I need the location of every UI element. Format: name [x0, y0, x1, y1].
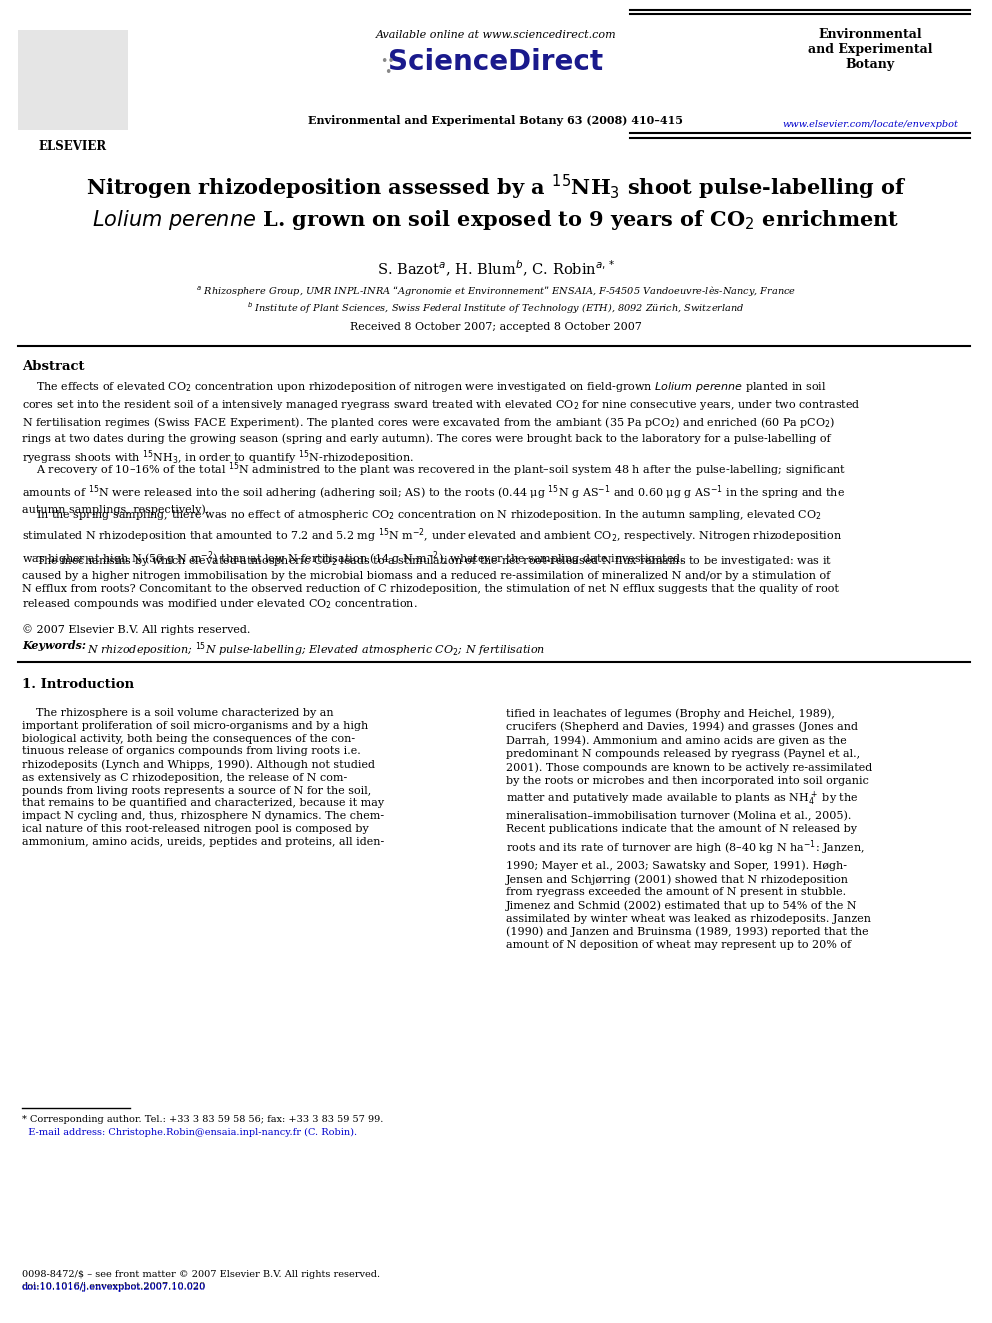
Text: 1. Introduction: 1. Introduction [22, 677, 134, 691]
Text: A recovery of 10–16% of the total $^{15}$N administred to the plant was recovere: A recovery of 10–16% of the total $^{15}… [22, 460, 846, 516]
Text: www.elsevier.com/locate/envexpbot: www.elsevier.com/locate/envexpbot [782, 120, 958, 130]
Text: ELSEVIER: ELSEVIER [39, 140, 107, 153]
Text: doi:10.1016/j.envexpbot.2007.10.020: doi:10.1016/j.envexpbot.2007.10.020 [22, 1283, 206, 1293]
Text: Received 8 October 2007; accepted 8 October 2007: Received 8 October 2007; accepted 8 Octo… [350, 321, 642, 332]
Text: $^b$ Institute of Plant Sciences, Swiss Federal Institute of Technology (ETH), 8: $^b$ Institute of Plant Sciences, Swiss … [247, 300, 745, 316]
Text: The rhizosphere is a soil volume characterized by an
important proliferation of : The rhizosphere is a soil volume charact… [22, 708, 384, 847]
Text: Available online at www.sciencedirect.com: Available online at www.sciencedirect.co… [376, 30, 616, 40]
Text: $^a$ Rhizosphere Group, UMR INPL-INRA “Agronomie et Environnement” ENSAIA, F-545: $^a$ Rhizosphere Group, UMR INPL-INRA “A… [195, 284, 797, 299]
Text: E-mail address: Christophe.Robin@ensaia.inpl-nancy.fr (C. Robin).: E-mail address: Christophe.Robin@ensaia.… [22, 1129, 357, 1138]
Text: S. Bazot$^{a}$, H. Blum$^{b}$, C. Robin$^{a,*}$: S. Bazot$^{a}$, H. Blum$^{b}$, C. Robin$… [377, 259, 615, 279]
Text: tified in leachates of legumes (Brophy and Heichel, 1989),
crucifers (Shepherd a: tified in leachates of legumes (Brophy a… [506, 708, 872, 950]
Text: © 2007 Elsevier B.V. All rights reserved.: © 2007 Elsevier B.V. All rights reserved… [22, 624, 250, 635]
Text: 0098-8472/$ – see front matter © 2007 Elsevier B.V. All rights reserved.
doi:10.: 0098-8472/$ – see front matter © 2007 El… [22, 1270, 380, 1291]
Text: Keywords:: Keywords: [22, 640, 86, 651]
Text: The mechanisms by which elevated atmospheric CO$_2$ leads to a stimulation of th: The mechanisms by which elevated atmosph… [22, 554, 839, 611]
Text: Environmental and Experimental Botany 63 (2008) 410–415: Environmental and Experimental Botany 63… [309, 115, 683, 126]
Text: N rhizodeposition; $^{15}$N pulse-labelling; Elevated atmospheric CO$_2$; N fert: N rhizodeposition; $^{15}$N pulse-labell… [80, 640, 546, 659]
Text: The effects of elevated CO$_2$ concentration upon rhizodeposition of nitrogen we: The effects of elevated CO$_2$ concentra… [22, 380, 860, 467]
Text: Abstract: Abstract [22, 360, 84, 373]
Text: $\it{Lolium\ perenne}$ L. grown on soil exposed to 9 years of CO$_2$ enrichment: $\it{Lolium\ perenne}$ L. grown on soil … [92, 208, 900, 232]
Text: * Corresponding author. Tel.: +33 3 83 59 58 56; fax: +33 3 83 59 57 99.: * Corresponding author. Tel.: +33 3 83 5… [22, 1115, 383, 1125]
Text: In the spring sampling, there was no effect of atmospheric CO$_2$ concentration : In the spring sampling, there was no eff… [22, 508, 842, 569]
Bar [18, 30, 128, 130]
Text: ••
•: •• • [381, 56, 396, 79]
Text: Environmental
and Experimental
Botany: Environmental and Experimental Botany [807, 28, 932, 71]
Text: Nitrogen rhizodeposition assessed by a $^{15}$NH$_3$ shoot pulse-labelling of: Nitrogen rhizodeposition assessed by a $… [86, 173, 906, 202]
Text: ScienceDirect: ScienceDirect [389, 48, 603, 75]
